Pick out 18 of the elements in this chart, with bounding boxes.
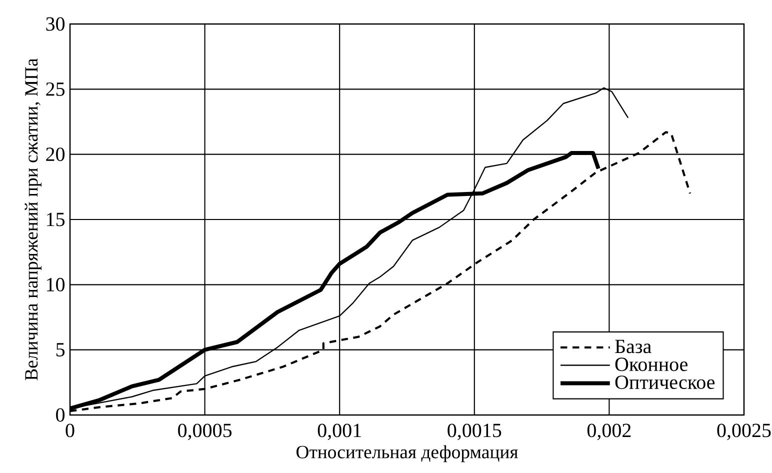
y-tick-label: 15	[47, 212, 65, 226]
y-axis-title: Величина напряжений при сжатии, МПа	[24, 58, 42, 380]
x-tick-label: 0,001	[318, 424, 361, 440]
x-tick-label: 0	[66, 424, 74, 438]
y-tick-label: 30	[46, 17, 65, 31]
legend-label: Оптическое	[615, 376, 715, 390]
y-tick-label: 0	[56, 408, 65, 422]
x-tick-label: 0,0025	[717, 424, 771, 440]
x-axis-title: Относительная деформация	[296, 445, 518, 462]
y-tick-label: 10	[47, 278, 65, 292]
x-tick-label: 0,0005	[178, 424, 232, 440]
y-tick-label: 20	[46, 148, 65, 162]
x-tick-label: 0,002	[587, 424, 631, 440]
y-tick-label: 25	[46, 82, 65, 96]
x-tick-label: 0,0015	[448, 424, 502, 440]
y-tick-label: 5	[56, 343, 65, 356]
legend-label: Оконное	[615, 358, 688, 372]
legend-label: База	[615, 340, 652, 354]
